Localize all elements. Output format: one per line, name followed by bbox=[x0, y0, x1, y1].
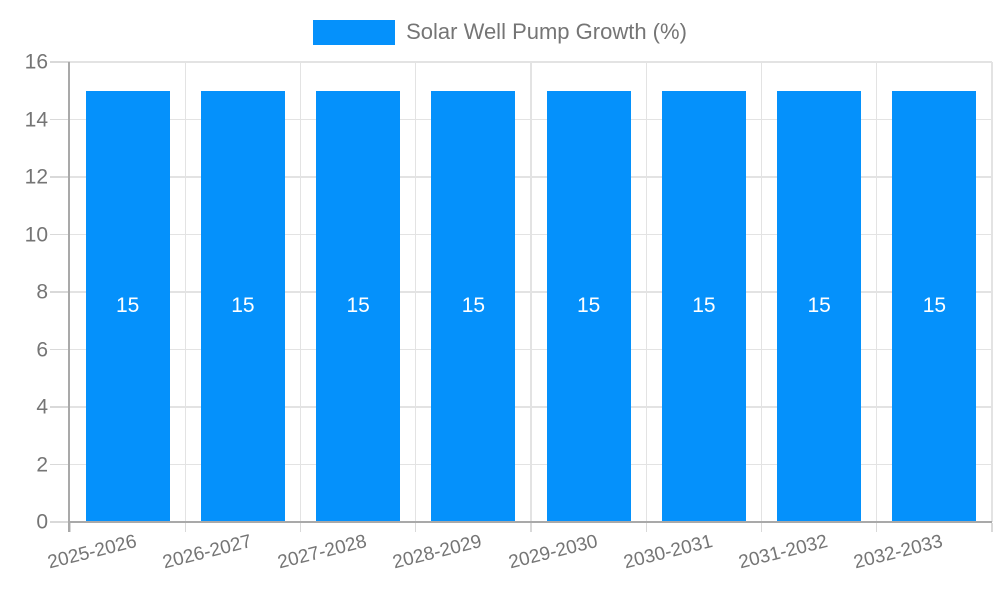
legend: Solar Well Pump Growth (%) bbox=[0, 19, 1000, 45]
x-axis-tick-label: 2028-2029 bbox=[390, 531, 485, 574]
bar-value-label: 15 bbox=[922, 294, 947, 318]
y-tick bbox=[50, 233, 70, 236]
y-axis-tick-label: 14 bbox=[24, 108, 48, 131]
x-tick bbox=[69, 523, 71, 532]
x-axis-tick-label: 2026-2027 bbox=[160, 531, 254, 574]
y-axis-tick-label: 12 bbox=[24, 165, 48, 189]
gridline-vertical bbox=[530, 62, 532, 522]
x-tick bbox=[760, 523, 763, 532]
gridline-vertical bbox=[760, 62, 763, 522]
y-axis-tick-label: 10 bbox=[24, 223, 48, 246]
bar: 15 bbox=[431, 90, 516, 522]
y-tick bbox=[50, 521, 70, 523]
bar: 15 bbox=[661, 90, 746, 522]
x-tick bbox=[299, 523, 302, 532]
x-tick bbox=[876, 523, 878, 532]
y-tick bbox=[50, 61, 70, 63]
bar-value-label: 15 bbox=[115, 294, 140, 318]
x-tick bbox=[991, 523, 993, 532]
y-axis-tick-label: 4 bbox=[36, 395, 48, 419]
legend-series-label: Solar Well Pump Growth (%) bbox=[406, 19, 687, 44]
bar-value-label: 15 bbox=[692, 294, 716, 318]
y-tick bbox=[50, 291, 70, 293]
legend-swatch bbox=[313, 19, 396, 45]
x-tick bbox=[530, 523, 532, 532]
y-tick bbox=[50, 463, 70, 466]
y-axis-tick-label: 2 bbox=[36, 453, 48, 476]
x-axis-tick-label: 2027-2028 bbox=[275, 531, 369, 574]
y-tick bbox=[50, 176, 70, 178]
x-axis-tick-label: 2032-2033 bbox=[851, 531, 946, 574]
x-tick bbox=[415, 523, 417, 532]
x-tick bbox=[184, 523, 186, 532]
gridline-vertical bbox=[991, 62, 993, 522]
bar-value-label: 15 bbox=[231, 294, 255, 318]
gridline-vertical bbox=[299, 62, 302, 522]
x-axis-tick-label: 2030-2031 bbox=[621, 531, 715, 574]
x-axis-line bbox=[70, 521, 992, 523]
bar-value-label: 15 bbox=[807, 294, 831, 318]
y-axis-line bbox=[68, 62, 70, 532]
y-tick bbox=[50, 348, 70, 351]
gridline-vertical bbox=[184, 62, 186, 522]
x-axis-tick-label: 2025-2026 bbox=[45, 531, 139, 574]
bar: 15 bbox=[316, 90, 401, 522]
gridline-vertical bbox=[876, 62, 878, 522]
bar-value-label: 15 bbox=[461, 294, 486, 318]
bar: 15 bbox=[200, 90, 285, 522]
bar-value-label: 15 bbox=[576, 294, 601, 318]
y-axis-tick-label: 8 bbox=[36, 280, 48, 304]
x-axis-tick-label: 2031-2032 bbox=[736, 531, 830, 574]
y-axis-tick-label: 6 bbox=[36, 338, 48, 361]
y-tick bbox=[50, 406, 70, 408]
bar: 15 bbox=[777, 90, 862, 522]
plot-area: 0 2 4 6 8 10 12 14 16 15 2025-2026 15 2026-2027 15 202… bbox=[25, 52, 993, 573]
y-axis-tick-label: 0 bbox=[36, 510, 48, 534]
y-axis-tick-label: 16 bbox=[24, 50, 48, 74]
x-axis-tick-label: 2029-2030 bbox=[506, 531, 600, 574]
gridline-vertical bbox=[415, 62, 417, 522]
bar: 15 bbox=[85, 90, 170, 522]
bar: 15 bbox=[892, 90, 977, 522]
x-tick bbox=[645, 523, 647, 532]
gridline-vertical bbox=[645, 62, 647, 522]
bar-value-label: 15 bbox=[346, 294, 370, 318]
y-tick bbox=[50, 118, 70, 121]
bar: 15 bbox=[546, 90, 631, 522]
